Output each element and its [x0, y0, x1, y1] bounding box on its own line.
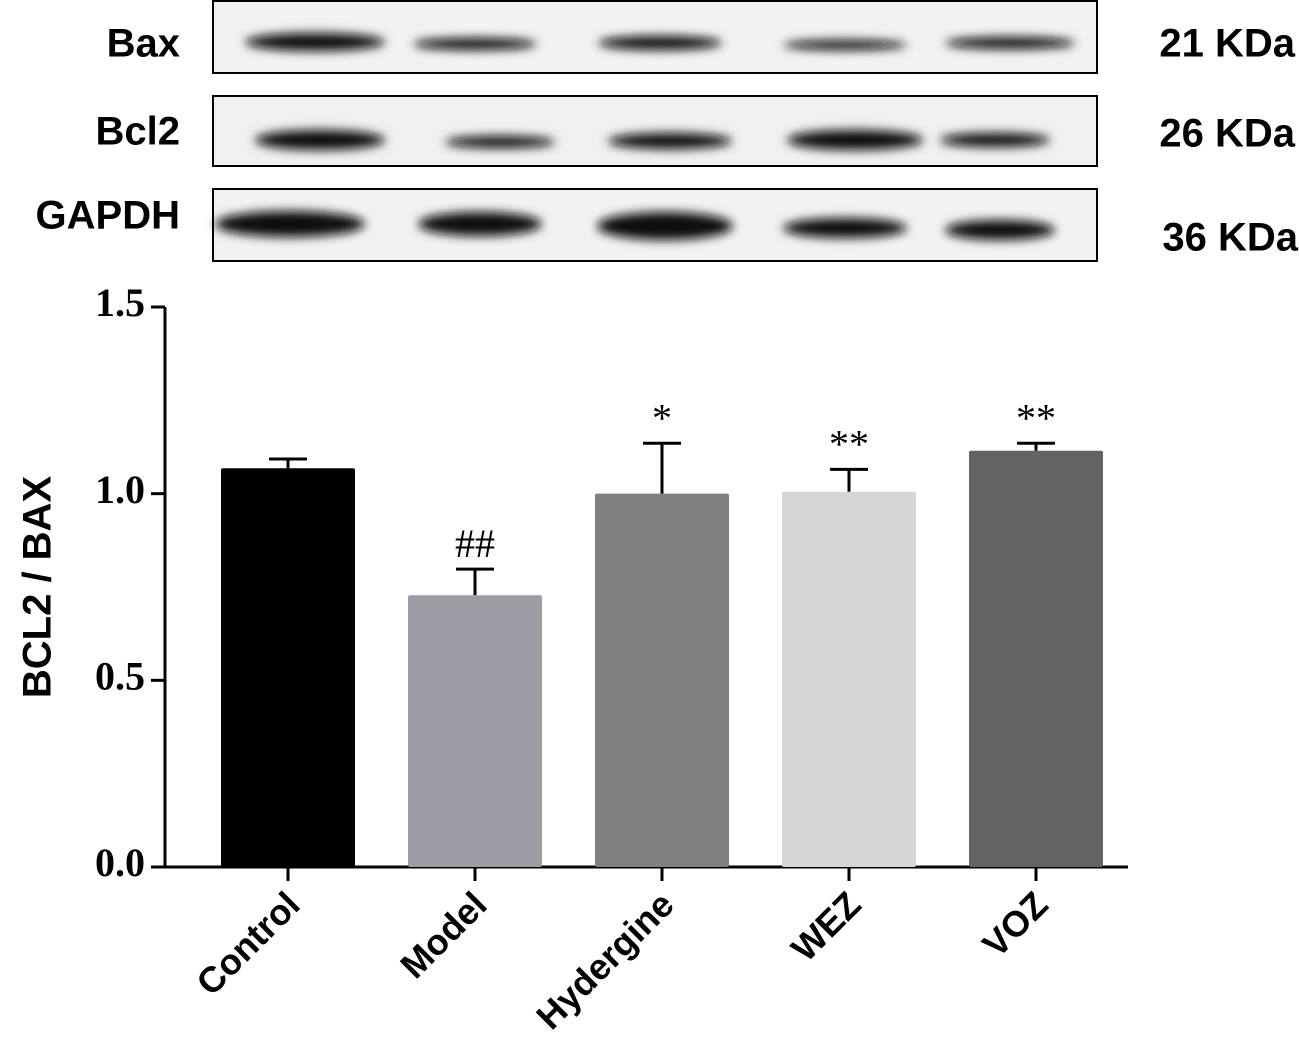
x-tick-label: VOZ	[974, 884, 1055, 965]
blot-label: GAPDH	[36, 194, 180, 238]
annotation: **	[829, 421, 869, 466]
x-tick-label: Model	[392, 884, 495, 987]
bands	[215, 33, 1075, 240]
blot-label: Bax	[107, 22, 180, 66]
blot-box	[212, 95, 1098, 167]
y-tick-label: 1.0	[95, 467, 145, 512]
bar	[595, 493, 729, 867]
annotation: *	[652, 395, 672, 440]
y-tick-label: 0.0	[95, 840, 145, 885]
bar	[969, 450, 1103, 867]
annotation: ##	[455, 521, 495, 566]
x-tick-label: WEZ	[783, 884, 869, 970]
blot-label: Bcl2	[96, 110, 181, 154]
y-tick-label: 0.5	[95, 654, 145, 699]
annotation: **	[1016, 395, 1056, 440]
x-tick-label: Hydergine	[528, 884, 681, 1037]
bar	[221, 468, 355, 867]
blot-panels: Bax Bcl2 GAPDH 21 KDa 26 KDa 36 KDa	[36, 0, 1299, 262]
blot-size: 21 KDa	[1159, 22, 1295, 66]
bar	[408, 595, 542, 867]
blot-size: 36 KDa	[1162, 216, 1298, 260]
y-tick-label: 1.5	[95, 280, 145, 325]
y-axis-label: BCL2 / BAX	[16, 476, 60, 699]
bar	[782, 491, 916, 867]
x-tick-label: Control	[188, 884, 307, 1003]
blot-size: 26 KDa	[1159, 112, 1295, 156]
